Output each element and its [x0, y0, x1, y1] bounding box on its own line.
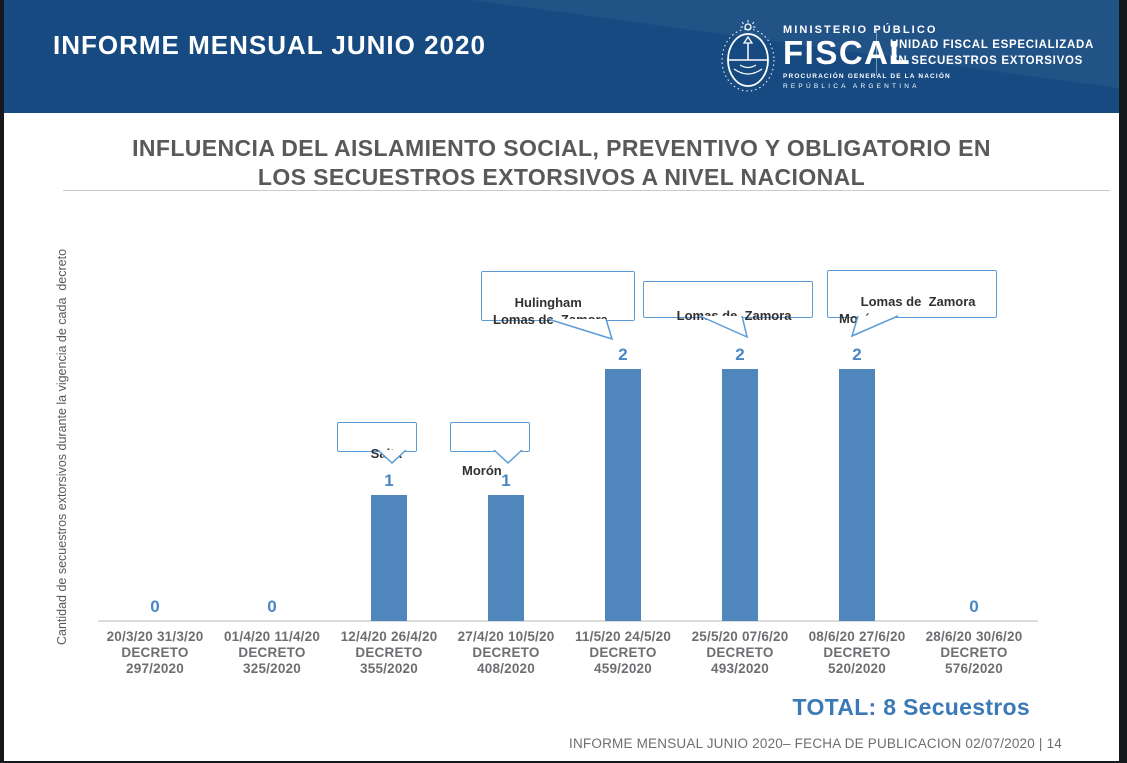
chart-title-line1: INFLUENCIA DEL AISLAMIENTO SOCIAL, PREVE…	[132, 135, 991, 161]
x-axis-tick-label: 20/3/20 31/3/20 DECRETO 297/2020	[106, 629, 204, 676]
callout-moron-text: Morón	[462, 463, 502, 478]
callout-hulingham-lomas-tail	[547, 318, 614, 341]
x-axis-tick-label: 11/5/20 24/5/20 DECRETO 459/2020	[574, 629, 672, 676]
argentina-coat-of-arms-icon	[721, 20, 775, 92]
unit-name-line2: EN SECUESTROS EXTORSIVOS	[890, 55, 1083, 67]
bar	[488, 495, 524, 621]
callout-hulingham-lomas: Hulingham Lomas de Zamora	[481, 271, 635, 327]
y-axis-label: Cantidad de secuestros extorsivos durant…	[55, 248, 69, 646]
x-axis-tick-label: 12/4/20 26/4/20 DECRETO 355/2020	[340, 629, 438, 676]
callout-salta: Salta	[337, 422, 417, 461]
logo-org-sub1: PROCURACIÓN GENERAL DE LA NACIÓN	[783, 73, 951, 80]
callout-lomas-de-zamora-tail	[699, 315, 749, 339]
ministerio-publico-fiscal-logo: MINISTERIO PÚBLICO FISCAL PROCURACIÓN GE…	[783, 24, 951, 90]
slide: INFORME MENSUAL JUNIO 2020 MINISTERIO PÚ…	[4, 0, 1119, 761]
chart-title-line2: LOS SECUESTROS EXTORSIVOS A NIVEL NACION…	[257, 164, 866, 190]
callout-lomas-de-zamora: Lomas de Zamora	[643, 281, 813, 323]
footer-text: INFORME MENSUAL JUNIO 2020– FECHA DE PUB…	[569, 736, 1062, 751]
bar-value-label: 1	[501, 471, 511, 490]
x-axis-tick-label: 27/4/20 10/5/20 DECRETO 408/2020	[457, 629, 555, 676]
logo-org-sub2: REPÚBLICA ARGENTINA	[783, 83, 920, 90]
logo-org-small: MINISTERIO PÚBLICO	[783, 24, 938, 36]
bar-value-label: 0	[969, 597, 979, 616]
bar	[722, 369, 758, 621]
title-underline	[63, 190, 1110, 191]
header-banner: INFORME MENSUAL JUNIO 2020 MINISTERIO PÚ…	[4, 0, 1119, 113]
bar-value-label: 1	[384, 471, 394, 490]
unit-name: UNIDAD FISCAL ESPECIALIZADA EN SECUESTRO…	[890, 37, 1094, 69]
x-axis-tick-label: 08/6/20 27/6/20 DECRETO 520/2020	[808, 629, 906, 676]
x-axis-tick-label: 01/4/20 11/4/20 DECRETO 325/2020	[223, 629, 321, 676]
x-axis-tick-label: 28/6/20 30/6/20 DECRETO 576/2020	[925, 629, 1023, 676]
callout-lomas-moron-tail	[850, 315, 899, 338]
unit-name-line1: UNIDAD FISCAL ESPECIALIZADA	[890, 39, 1094, 51]
bar	[371, 495, 407, 621]
total-label: TOTAL: 8 Secuestros	[792, 694, 1030, 720]
bar-value-label: 2	[735, 345, 745, 364]
bar-value-label: 2	[618, 345, 628, 364]
report-title: INFORME MENSUAL JUNIO 2020	[53, 30, 486, 60]
bar-value-label: 0	[150, 597, 160, 616]
logo-org-large: FISCAL	[783, 34, 912, 71]
bar-value-label: 2	[852, 345, 862, 364]
callout-moron-tail	[493, 449, 523, 465]
bar-value-label: 0	[267, 597, 277, 616]
chart-title: INFLUENCIA DEL AISLAMIENTO SOCIAL, PREVE…	[4, 134, 1119, 192]
callout-salta-tail	[377, 449, 407, 465]
bar	[605, 369, 641, 621]
chart-plot: Cantidad de secuestros extorsivos durant…	[4, 0, 1119, 761]
x-axis-line	[98, 620, 1038, 622]
callout-lomas-moron: Lomas de Zamora Morón	[827, 270, 997, 326]
callout-moron: Morón	[450, 422, 530, 478]
bar	[839, 369, 875, 621]
header-divider	[876, 28, 877, 76]
x-axis-tick-label: 25/5/20 07/6/20 DECRETO 493/2020	[691, 629, 789, 676]
